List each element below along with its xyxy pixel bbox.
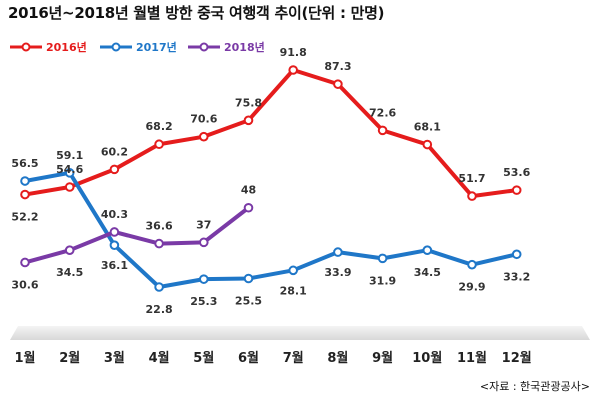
data-point: [64, 168, 75, 178]
data-point: [333, 247, 343, 257]
data-label: 68.1: [414, 121, 441, 134]
legend: 2016년 2017년 2018년: [10, 40, 265, 54]
chart-floor: [10, 326, 590, 340]
data-label: 28.1: [280, 284, 307, 297]
data-point: [288, 265, 299, 276]
legend-swatch-marker: [199, 42, 209, 52]
series-line-2016년: [23, 68, 519, 199]
x-tick-label: 10월: [412, 350, 442, 366]
data-label: 31.9: [369, 274, 396, 287]
x-tick-label: 6월: [238, 350, 259, 366]
series-markers: [20, 65, 522, 292]
legend-label: 2016년: [46, 40, 87, 54]
data-point: [467, 259, 477, 270]
data-point: [243, 273, 254, 284]
data-label: 91.8: [280, 46, 307, 59]
x-tick-label: 9월: [372, 350, 393, 366]
data-label: 59.1: [56, 149, 83, 162]
data-label: 37: [196, 218, 211, 231]
data-point: [64, 245, 75, 256]
data-point: [109, 164, 120, 175]
x-tick-label: 5월: [193, 350, 214, 366]
data-label: 54.6: [56, 163, 83, 176]
x-tick-label: 4월: [149, 350, 170, 366]
data-label: 29.9: [458, 281, 485, 294]
data-label: 52.2: [11, 211, 38, 224]
data-label: 75.8: [235, 96, 262, 109]
data-label: 22.8: [146, 303, 173, 316]
data-label: 53.6: [503, 166, 530, 179]
data-point: [377, 125, 388, 136]
data-point: [154, 139, 164, 150]
data-label: 87.3: [324, 60, 351, 73]
data-point: [243, 115, 254, 126]
data-point: [154, 238, 164, 249]
x-tick-label: 1월: [14, 350, 35, 366]
x-tick-label: 7월: [283, 350, 304, 366]
data-point: [154, 282, 164, 292]
source-note: <자료 : 한국관광공사>: [479, 380, 590, 393]
data-labels: 52.2 54.6 60.2 68.2 70.6 75.8 91.8 87.3 72.6 68.1…: [11, 46, 530, 316]
data-point: [109, 227, 120, 237]
data-point: [511, 249, 522, 260]
series-line-2018년: [23, 205, 251, 265]
data-label: 70.6: [190, 113, 217, 126]
x-tick-label: 8월: [327, 350, 348, 366]
data-label: 33.2: [503, 270, 530, 283]
data-label: 68.2: [146, 120, 173, 133]
data-point: [422, 245, 433, 256]
legend-label: 2017년: [136, 40, 177, 54]
x-tick-label: 2월: [59, 350, 80, 366]
series-line-2017년: [23, 170, 519, 289]
legend-label: 2018년: [224, 40, 265, 54]
data-label: 56.5: [11, 157, 38, 170]
data-point: [511, 185, 522, 195]
data-point: [20, 189, 30, 200]
data-label: 60.2: [101, 145, 128, 158]
data-label: 34.5: [414, 266, 441, 279]
data-label: 25.3: [190, 295, 217, 308]
chart-title: 2016년~2018년 월별 방한 중국 여행객 추이(단위 : 만명): [8, 4, 385, 22]
x-tick-label: 11월: [457, 350, 487, 366]
data-point: [243, 202, 254, 213]
data-point: [199, 131, 209, 142]
data-point: [199, 237, 209, 248]
data-label: 72.6: [369, 106, 396, 119]
data-label: 36.1: [101, 259, 128, 272]
x-tick-label: 3월: [104, 350, 125, 366]
data-label: 51.7: [458, 172, 485, 185]
data-point: [422, 139, 433, 150]
data-point: [109, 240, 120, 250]
data-label: 30.6: [11, 278, 38, 291]
data-label: 36.6: [146, 220, 173, 233]
data-label: 40.3: [101, 208, 128, 221]
data-point: [377, 253, 388, 264]
data-label: 34.5: [56, 266, 83, 279]
data-point: [199, 274, 209, 284]
data-point: [20, 257, 30, 268]
data-point: [288, 65, 299, 75]
x-tick-label: 12월: [502, 350, 532, 366]
x-axis-ticks: 1월 2월 3월 4월 5월 6월 7월 8월 9월 10월 11월 12월: [14, 350, 531, 366]
data-point: [20, 176, 30, 186]
series-lines: [23, 68, 519, 289]
data-label: 48: [241, 184, 256, 197]
data-point: [467, 191, 477, 201]
data-point: [333, 79, 343, 89]
data-label: 25.5: [235, 295, 262, 308]
data-point: [64, 182, 75, 192]
data-label: 33.9: [324, 266, 351, 279]
legend-swatch-marker: [111, 42, 121, 52]
legend-swatch-marker: [21, 42, 31, 52]
